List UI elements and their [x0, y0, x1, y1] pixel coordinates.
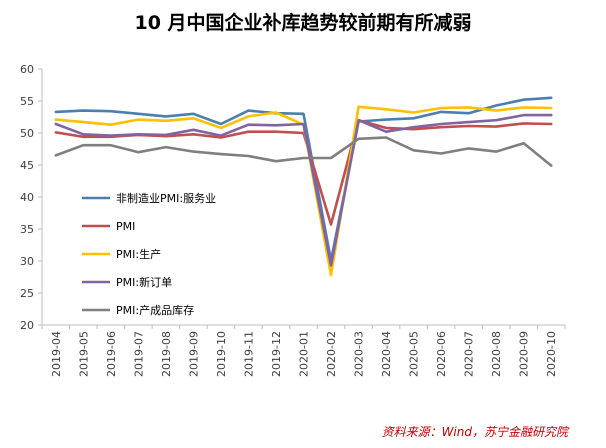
legend-label-3: PMI:生产	[116, 247, 161, 261]
chart-title: 10 月中国企业补库趋势较前期有所减弱	[134, 12, 472, 34]
x-tick-label: 2020-07	[463, 331, 476, 377]
y-tick-label: 45	[20, 159, 34, 172]
x-tick-label: 2019-09	[187, 331, 200, 377]
x-tick-label: 2019-07	[132, 331, 145, 377]
legend-label-5: PMI:产成品库存	[116, 303, 194, 317]
x-tick-label: 2020-09	[518, 331, 531, 377]
y-tick-label: 40	[20, 191, 34, 204]
x-tick-label: 2019-04	[50, 331, 63, 377]
x-tick-label: 2020-02	[325, 331, 338, 377]
source-note: 资料来源：Wind，苏宁金融研究院	[381, 425, 568, 439]
y-tick-label: 20	[20, 319, 34, 332]
legend-label-1: 非制造业PMI:服务业	[116, 191, 216, 205]
x-tick-label: 2020-06	[435, 331, 448, 377]
x-tick-label: 2019-10	[215, 331, 228, 377]
legend-label-4: PMI:新订单	[116, 275, 172, 289]
y-tick-label: 25	[20, 287, 34, 300]
series-line-5	[54, 136, 553, 167]
x-tick-label: 2020-03	[353, 331, 366, 377]
y-tick-label: 30	[20, 255, 34, 268]
x-tick-label: 2020-01	[298, 331, 311, 377]
x-tick-label: 2019-11	[242, 331, 255, 377]
x-tick-label: 2020-08	[490, 331, 503, 377]
y-tick-label: 60	[20, 63, 34, 76]
x-tick-label: 2019-05	[77, 331, 90, 377]
x-tick-label: 2019-12	[270, 331, 283, 377]
y-tick-label: 35	[20, 223, 34, 236]
x-tick-label: 2020-04	[380, 331, 393, 377]
x-tick-label: 2019-08	[160, 331, 173, 377]
series-line-4	[54, 113, 553, 267]
x-tick-label: 2020-10	[545, 331, 558, 377]
y-tick-label: 55	[20, 95, 34, 108]
x-tick-label: 2020-05	[408, 331, 421, 377]
x-tick-label: 2019-06	[105, 331, 118, 377]
legend-label-2: PMI	[116, 220, 135, 233]
y-tick-label: 50	[20, 127, 34, 140]
series-line-1	[54, 96, 553, 262]
